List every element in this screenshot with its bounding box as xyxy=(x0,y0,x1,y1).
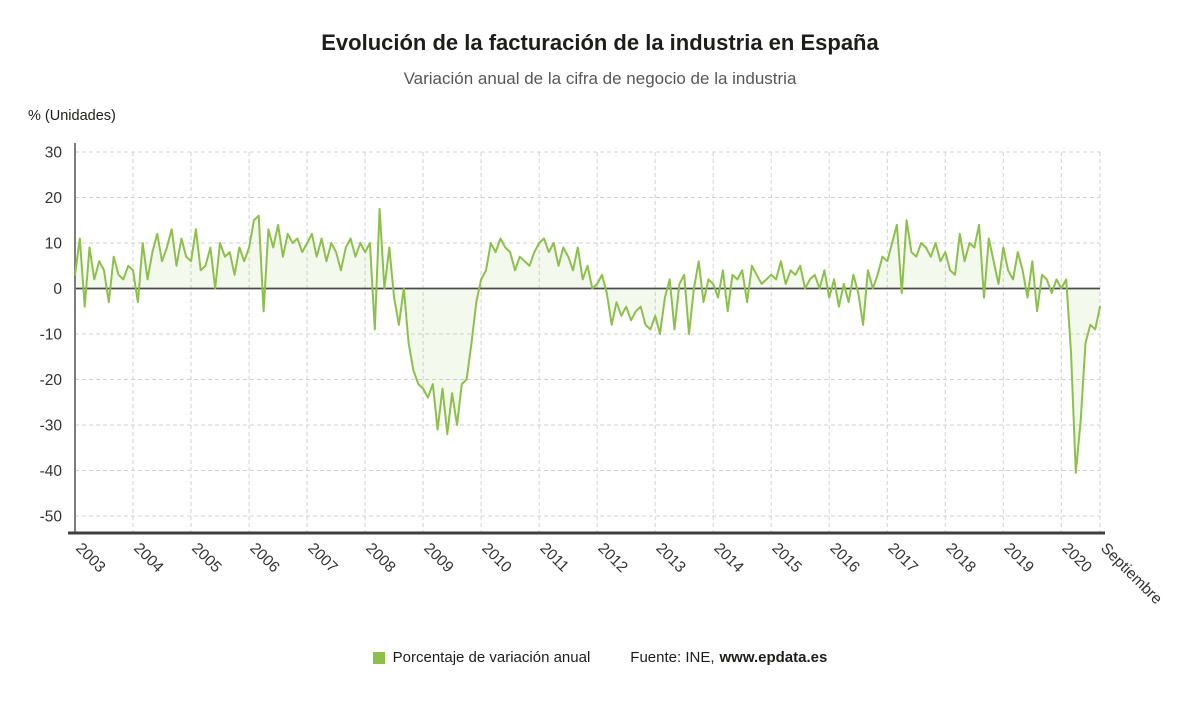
chart-footer: Porcentaje de variación anual Fuente: IN… xyxy=(0,649,1200,666)
svg-text:2013: 2013 xyxy=(652,540,688,576)
svg-text:-30: -30 xyxy=(40,418,63,435)
svg-text:2003: 2003 xyxy=(72,540,108,576)
svg-text:2020: 2020 xyxy=(1058,540,1095,577)
svg-text:-10: -10 xyxy=(40,327,63,344)
svg-text:2015: 2015 xyxy=(768,540,804,576)
svg-text:-40: -40 xyxy=(40,463,63,480)
svg-text:2009: 2009 xyxy=(420,540,456,576)
legend-label: Porcentaje de variación anual xyxy=(392,649,591,666)
svg-text:2004: 2004 xyxy=(130,540,167,577)
page-subtitle: Variación anual de la cifra de negocio d… xyxy=(403,69,797,88)
svg-text:-50: -50 xyxy=(40,509,63,526)
source-prefix: Fuente: INE, xyxy=(630,649,715,666)
svg-text:2008: 2008 xyxy=(362,540,398,576)
source-note: Fuente: INE, www.epdata.es xyxy=(630,649,827,666)
svg-text:2019: 2019 xyxy=(1000,540,1036,576)
page-title: Evolución de la facturación de la indust… xyxy=(321,30,879,55)
source-link[interactable]: www.epdata.es xyxy=(719,649,828,666)
svg-text:2007: 2007 xyxy=(304,540,340,576)
svg-text:Septiembre: Septiembre xyxy=(1097,540,1165,608)
y-axis-unit-label: % (Unidades) xyxy=(28,108,116,124)
svg-text:2005: 2005 xyxy=(188,540,224,576)
svg-text:2010: 2010 xyxy=(478,540,515,577)
svg-text:2014: 2014 xyxy=(710,540,747,577)
svg-text:10: 10 xyxy=(45,236,63,253)
svg-text:0: 0 xyxy=(53,281,62,298)
svg-text:-20: -20 xyxy=(40,372,63,389)
svg-text:2017: 2017 xyxy=(884,540,920,576)
svg-text:2012: 2012 xyxy=(594,540,630,576)
svg-text:20: 20 xyxy=(45,190,63,207)
svg-text:2018: 2018 xyxy=(942,540,978,576)
svg-text:30: 30 xyxy=(45,145,63,162)
svg-text:2016: 2016 xyxy=(826,540,862,576)
svg-text:2006: 2006 xyxy=(246,540,282,576)
legend-swatch-icon xyxy=(372,651,385,664)
legend-item-variacion-anual[interactable]: Porcentaje de variación anual xyxy=(372,649,591,666)
svg-text:2011: 2011 xyxy=(536,540,572,576)
